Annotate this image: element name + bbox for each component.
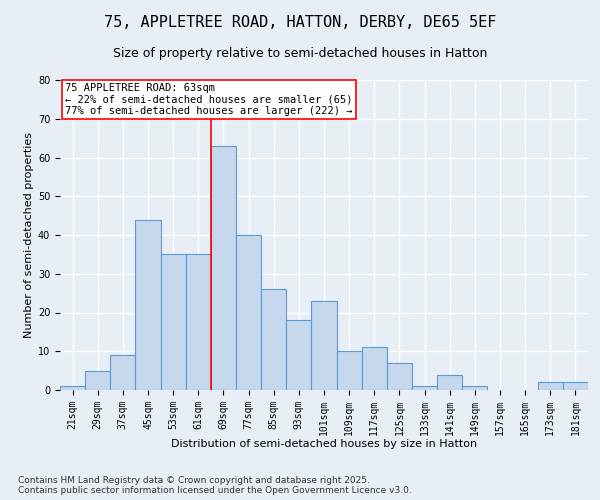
Bar bbox=[362, 348, 387, 390]
Bar bbox=[161, 254, 186, 390]
Bar bbox=[286, 320, 311, 390]
Bar bbox=[462, 386, 487, 390]
Bar bbox=[437, 374, 462, 390]
Bar bbox=[261, 289, 286, 390]
Text: Size of property relative to semi-detached houses in Hatton: Size of property relative to semi-detach… bbox=[113, 48, 487, 60]
Text: 75, APPLETREE ROAD, HATTON, DERBY, DE65 5EF: 75, APPLETREE ROAD, HATTON, DERBY, DE65 … bbox=[104, 15, 496, 30]
Text: Contains HM Land Registry data © Crown copyright and database right 2025.
Contai: Contains HM Land Registry data © Crown c… bbox=[18, 476, 412, 495]
Bar bbox=[337, 351, 362, 390]
Bar bbox=[85, 370, 110, 390]
X-axis label: Distribution of semi-detached houses by size in Hatton: Distribution of semi-detached houses by … bbox=[171, 439, 477, 449]
Bar bbox=[136, 220, 161, 390]
Bar bbox=[211, 146, 236, 390]
Y-axis label: Number of semi-detached properties: Number of semi-detached properties bbox=[24, 132, 34, 338]
Bar bbox=[110, 355, 136, 390]
Bar bbox=[387, 363, 412, 390]
Bar bbox=[236, 235, 261, 390]
Bar bbox=[60, 386, 85, 390]
Bar bbox=[412, 386, 437, 390]
Bar bbox=[538, 382, 563, 390]
Bar bbox=[311, 301, 337, 390]
Bar bbox=[186, 254, 211, 390]
Bar bbox=[563, 382, 588, 390]
Text: 75 APPLETREE ROAD: 63sqm
← 22% of semi-detached houses are smaller (65)
77% of s: 75 APPLETREE ROAD: 63sqm ← 22% of semi-d… bbox=[65, 83, 353, 116]
